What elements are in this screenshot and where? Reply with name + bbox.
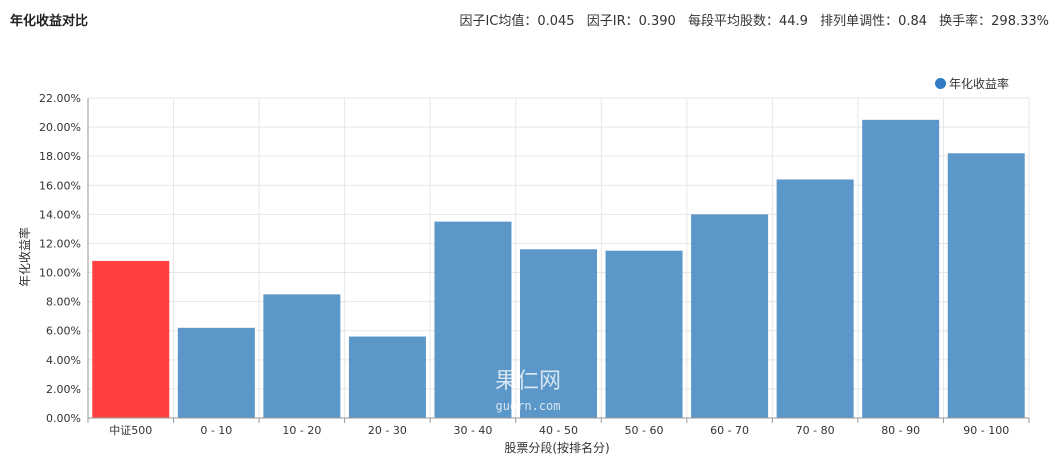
factor-stats: 因子IC均值：0.045 因子IR：0.390 每段平均股数：44.9 排列单调… — [451, 10, 1049, 29]
bar-4[interactable] — [434, 221, 512, 418]
x-tick-label: 40 - 50 — [539, 424, 578, 437]
bar-6[interactable] — [605, 250, 683, 418]
x-tick-label: 中证500 — [109, 424, 152, 437]
legend-dot-icon — [935, 78, 946, 89]
axes: 0.00% 2.00% 4.00% 6.00% 8.00% 10.00% 12.00% 14.… — [39, 92, 1030, 437]
bar-8[interactable] — [776, 179, 854, 418]
y-tick-label: 2.00% — [46, 383, 81, 396]
y-tick-label: 14.00% — [39, 208, 81, 221]
stat-ir: 因子IR：0.390 — [586, 14, 676, 29]
y-tick-label: 6.00% — [46, 325, 81, 338]
stat-avg-stocks: 每段平均股数：44.9 — [687, 14, 808, 29]
x-tick-label: 80 - 90 — [881, 424, 920, 437]
bar-7[interactable] — [691, 214, 769, 418]
bar-9[interactable] — [862, 119, 940, 419]
bar-2[interactable] — [263, 294, 341, 418]
y-tick-label: 18.00% — [39, 150, 81, 163]
x-tick-label: 20 - 30 — [368, 424, 407, 437]
stat-turnover: 换手率：298.33% — [939, 14, 1049, 29]
bars — [92, 119, 1025, 419]
y-tick-label: 22.00% — [39, 92, 81, 105]
x-tick-label: 0 - 10 — [200, 424, 232, 437]
stat-monotonicity: 排列单调性：0.84 — [820, 14, 928, 29]
bar-5[interactable] — [520, 249, 597, 418]
watermark: 果仁网 guorn.com — [495, 369, 561, 413]
x-tick-label: 50 - 60 — [625, 424, 664, 437]
y-tick-label: 20.00% — [39, 121, 81, 134]
y-axis-label: 年化收益率 — [17, 227, 32, 287]
bar-0[interactable] — [92, 260, 170, 418]
x-tick-label: 10 - 20 — [282, 424, 321, 437]
y-tick-label: 10.00% — [39, 267, 81, 280]
watermark-url: guorn.com — [495, 399, 560, 413]
bar-1[interactable] — [177, 327, 255, 418]
watermark-title: 果仁网 — [495, 369, 561, 394]
legend[interactable]: 年化收益率 — [935, 75, 1009, 92]
y-tick-label: 12.00% — [39, 237, 81, 250]
x-axis-label: 股票分段(按排名分) — [504, 440, 609, 455]
legend-label: 年化收益率 — [949, 77, 1010, 91]
x-tick-label: 70 - 80 — [796, 424, 835, 437]
stat-ic-mean: 因子IC均值：0.045 — [459, 14, 575, 29]
y-tick-label: 16.00% — [39, 179, 81, 192]
y-tick-label: 4.00% — [46, 354, 81, 367]
bar-10[interactable] — [947, 153, 1025, 419]
y-tick-label: 0.00% — [46, 412, 81, 425]
chart-title: 年化收益对比 — [10, 14, 89, 29]
x-tick-label: 30 - 40 — [453, 424, 492, 437]
x-tick-label: 60 - 70 — [710, 424, 749, 437]
x-tick-label: 90 - 100 — [963, 424, 1009, 437]
bar-3[interactable] — [348, 336, 426, 418]
y-tick-label: 8.00% — [46, 296, 81, 309]
